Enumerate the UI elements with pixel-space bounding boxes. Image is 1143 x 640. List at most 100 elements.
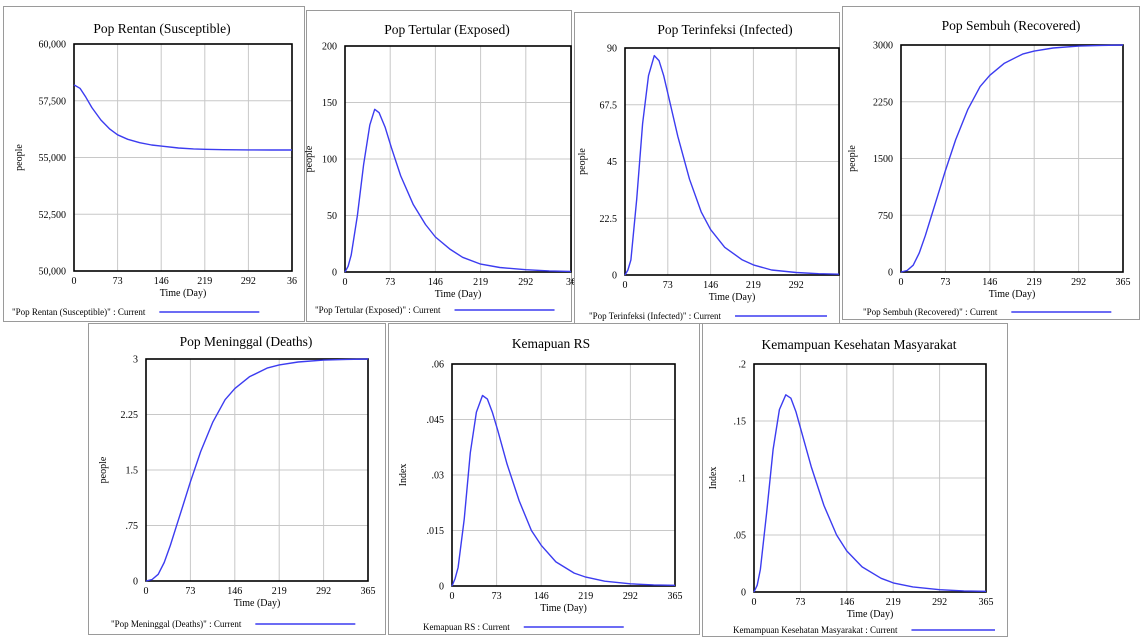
y-tick-label: .75: [126, 521, 139, 532]
chart-title: Pop Tertular (Exposed): [384, 22, 510, 37]
series-line: [344, 108, 572, 273]
y-tick-label: 57,500: [39, 96, 67, 107]
x-axis-label: Time (Day): [435, 289, 482, 300]
x-tick-label: 0: [752, 597, 757, 608]
chart-panel-kemampuan-kesehatan: Kemampuan Kesehatan Masyarakat .2 .15 .1 .05…: [702, 323, 1008, 637]
chart-svg: Kemampuan Kesehatan Masyarakat .2 .15 .1 .05…: [708, 337, 995, 635]
y-tick-label: 3: [133, 355, 138, 366]
x-tick-label: 73: [385, 277, 395, 288]
x-tick-label: 219: [886, 597, 901, 608]
x-axis-label: Time (Day): [847, 609, 894, 620]
x-tick-label: 219: [578, 591, 593, 602]
chart-panel-recovered: Pop Sembuh (Recovered) 3000 2250 1500 750 0 0 7…: [842, 6, 1140, 320]
x-tick-label: 0: [144, 586, 149, 597]
y-tick-label: 0: [612, 271, 617, 282]
x-tick-label: 292: [623, 591, 638, 602]
y-tick-label: 2250: [873, 97, 893, 108]
series-line: [145, 358, 369, 582]
chart-svg: Pop Tertular (Exposed) 200 150 100 50 00 73 146…: [304, 22, 576, 315]
series-line: [900, 44, 1124, 273]
y-tick-label: .06: [432, 360, 445, 371]
legend-label: "Pop Tertular (Exposed)" : Current: [315, 305, 441, 315]
x-tick-label: 292: [518, 277, 533, 288]
legend-label: "Pop Sembuh (Recovered)" : Current: [863, 307, 998, 317]
x-tick-label: 73: [795, 597, 805, 608]
legend-label: "Pop Terinfeksi (Infected)" : Current: [589, 311, 722, 321]
y-tick-label: 2.25: [121, 410, 139, 421]
legend-label: Kemapuan RS : Current: [423, 622, 510, 632]
y-axis-label: people: [14, 144, 25, 171]
x-tick-label: 292: [1071, 277, 1086, 288]
y-tick-label: .03: [432, 471, 445, 482]
y-axis-label: people: [577, 148, 588, 175]
y-axis-label: Index: [398, 464, 409, 487]
x-tick-label: 0: [72, 276, 77, 287]
legend-label: "Pop Meninggal (Deaths)" : Current: [111, 619, 242, 629]
legend-label: Kemampuan Kesehatan Masyarakat : Current: [733, 625, 898, 635]
y-tick-label: 1.5: [126, 466, 139, 477]
x-tick-label: 3€: [566, 277, 576, 288]
x-tick-label: 365: [668, 591, 683, 602]
y-tick-label: 55,000: [39, 153, 67, 164]
x-tick-label: 219: [197, 276, 212, 287]
x-axis-label: Time (Day): [234, 598, 281, 609]
chart-svg: Pop Terinfeksi (Infected) 90 67.5 45 22.5 00 7…: [577, 22, 840, 321]
y-tick-label: 22.5: [600, 214, 618, 225]
chart-title: Pop Meninggal (Deaths): [180, 334, 313, 349]
x-tick-label: 146: [703, 280, 718, 291]
y-tick-label: 0: [133, 577, 138, 588]
x-tick-label: 0: [343, 277, 348, 288]
x-tick-label: 292: [316, 586, 331, 597]
chart-title: Kemapuan RS: [512, 336, 590, 351]
chart-title: Pop Rentan (Susceptible): [93, 21, 230, 36]
y-tick-label: 67.5: [600, 100, 618, 111]
x-tick-label: 365: [1116, 277, 1131, 288]
series-line: [624, 54, 840, 276]
y-tick-label: .05: [734, 531, 747, 542]
series-line: [451, 394, 676, 587]
x-tick-label: 219: [272, 586, 287, 597]
chart-panel-kemapuan-rs: Kemapuan RS .06 .045 .03 .015 0 0 73 146 219 292 36…: [388, 323, 700, 635]
legend-label: "Pop Rentan (Susceptible)" : Current: [12, 307, 146, 317]
x-tick-label: 73: [940, 277, 950, 288]
x-tick-label: 219: [1027, 277, 1042, 288]
x-tick-label: 0: [450, 591, 455, 602]
x-tick-label: 365: [979, 597, 994, 608]
y-tick-label: 150: [322, 98, 337, 109]
x-axis-label: Time (Day): [160, 288, 207, 299]
plot-frame: [900, 44, 1124, 273]
y-tick-label: 45: [607, 157, 617, 168]
y-tick-label: 750: [878, 211, 893, 222]
x-tick-label: 219: [473, 277, 488, 288]
x-tick-label: 219: [746, 280, 761, 291]
x-axis-label: Time (Day): [540, 603, 587, 614]
y-tick-label: 52,500: [39, 210, 67, 221]
x-tick-label: 146: [982, 277, 997, 288]
y-tick-label: 3000: [873, 41, 893, 52]
chart-svg: Pop Rentan (Susceptible) 60,000 57,500 55,0…: [12, 21, 297, 317]
y-tick-label: .1: [739, 474, 747, 485]
y-tick-label: 90: [607, 44, 617, 55]
x-tick-label: 292: [241, 276, 256, 287]
x-tick-label: 146: [428, 277, 443, 288]
chart-svg: Kemapuan RS .06 .045 .03 .015 00 73 146 219 292 36…: [398, 336, 683, 632]
x-tick-label: 73: [492, 591, 502, 602]
series-line: [753, 394, 987, 593]
y-tick-label: 50,000: [39, 267, 67, 278]
y-axis-label: people: [98, 456, 109, 483]
plot-frame: [73, 43, 293, 272]
plot-frame: [344, 45, 572, 273]
x-tick-label: 146: [534, 591, 549, 602]
y-tick-label: 200: [322, 42, 337, 53]
plot-frame: [145, 358, 369, 582]
chart-panel-deaths: Pop Meninggal (Deaths) 3 2.25 1.5 .75 0 0 73 146…: [88, 323, 386, 635]
chart-svg: Pop Sembuh (Recovered) 3000 2250 1500 750 00 7…: [847, 18, 1131, 317]
x-tick-label: 73: [185, 586, 195, 597]
plot-frame: [624, 47, 840, 276]
chart-title: Pop Terinfeksi (Infected): [657, 22, 792, 37]
chart-title: Kemampuan Kesehatan Masyarakat: [762, 337, 957, 352]
y-tick-label: 100: [322, 155, 337, 166]
y-tick-label: .2: [739, 360, 747, 371]
y-tick-label: .045: [427, 415, 445, 426]
y-tick-label: 50: [327, 211, 337, 222]
